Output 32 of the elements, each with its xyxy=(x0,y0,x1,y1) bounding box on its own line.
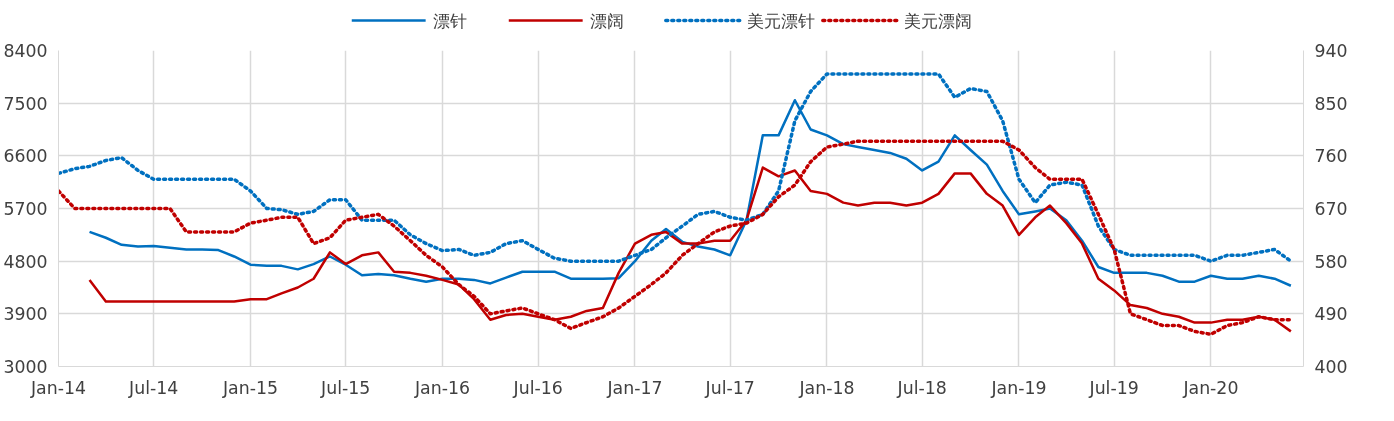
x-tick-label: Jan-20 xyxy=(1182,377,1239,398)
x-tick-label: Jul-19 xyxy=(1088,377,1139,398)
y-tick-label: 5700 xyxy=(3,199,48,219)
y-tick-label: 4800 xyxy=(3,251,48,272)
legend-label: 漂阔 xyxy=(590,10,625,31)
legend-label: 美元漂阔 xyxy=(904,10,973,31)
x-tick-label: Jan-19 xyxy=(990,377,1047,398)
y-tick-label: 3900 xyxy=(3,304,48,325)
y2-tick-label: 670 xyxy=(1314,199,1348,219)
y2-tick-label: 400 xyxy=(1314,357,1348,377)
legend-label: 漂针 xyxy=(433,10,468,31)
y-tick-label: 3000 xyxy=(3,357,48,377)
x-tick-label: Jan-15 xyxy=(221,377,278,398)
legend-label: 美元漂针 xyxy=(747,10,816,31)
x-tick-label: Jan-18 xyxy=(798,377,855,398)
y2-tick-label: 940 xyxy=(1314,41,1348,61)
x-tick-label: Jul-18 xyxy=(896,377,947,398)
x-tick-label: Jan-14 xyxy=(29,377,87,398)
x-tick-label: Jul-15 xyxy=(320,377,371,398)
y-tick-label: 6600 xyxy=(3,146,48,167)
y2-tick-label: 490 xyxy=(1314,304,1348,325)
x-tick-label: Jul-14 xyxy=(128,377,179,398)
y-tick-label: 7500 xyxy=(3,93,48,114)
y2-tick-label: 850 xyxy=(1314,93,1348,114)
x-tick-label: Jan-17 xyxy=(606,377,663,398)
y2-tick-label: 760 xyxy=(1314,146,1348,167)
y2-tick-label: 580 xyxy=(1314,251,1348,272)
x-tick-label: Jul-17 xyxy=(704,377,755,398)
x-tick-label: Jul-16 xyxy=(512,377,563,398)
y-tick-label: 8400 xyxy=(3,41,48,61)
line-series xyxy=(58,139,1293,337)
x-tick-label: Jan-16 xyxy=(413,377,470,398)
